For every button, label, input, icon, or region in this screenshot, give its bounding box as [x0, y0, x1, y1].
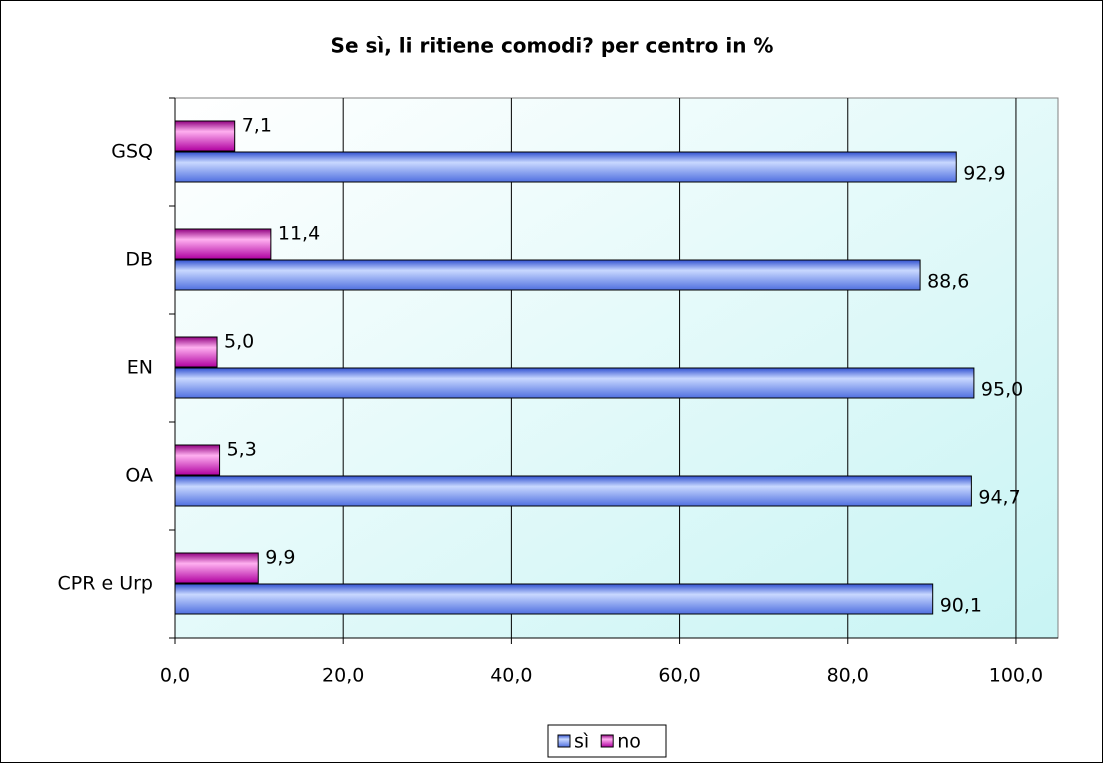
bar: [174, 151, 957, 183]
x-tick-label: 60,0: [658, 665, 700, 687]
y-tick-label: OA: [125, 465, 153, 487]
x-tick-label: 100,0: [989, 665, 1043, 687]
bar: [174, 552, 259, 584]
value-label: 5,3: [227, 439, 257, 461]
value-label: 9,9: [265, 547, 295, 569]
y-tick-label: GSQ: [111, 141, 153, 163]
value-label: 7,1: [242, 115, 272, 137]
legend-label: sì: [574, 731, 589, 753]
x-tick-label: 0,0: [160, 665, 190, 687]
bar: [174, 336, 218, 368]
bar: [174, 228, 272, 260]
value-label: 92,9: [963, 163, 1005, 185]
bar: [174, 444, 221, 476]
value-label: 90,1: [940, 595, 982, 617]
value-label: 11,4: [278, 223, 320, 245]
value-label: 94,7: [978, 487, 1020, 509]
legend-swatch: [600, 734, 614, 748]
y-tick-label: DB: [125, 249, 153, 271]
x-tick-label: 80,0: [827, 665, 869, 687]
x-tick-label: 40,0: [490, 665, 532, 687]
legend-swatch: [557, 734, 571, 748]
legend-label: no: [617, 731, 641, 753]
bar: [174, 583, 934, 615]
bar: [174, 120, 236, 152]
x-tick-label: 20,0: [322, 665, 364, 687]
bar: [174, 475, 972, 507]
y-tick-label: CPR e Urp: [58, 573, 153, 595]
value-label: 5,0: [224, 331, 254, 353]
value-label: 95,0: [981, 379, 1023, 401]
bar: [174, 259, 921, 291]
y-tick-label: EN: [127, 357, 153, 379]
chart-title: Se sì, li ritiene comodi? per centro in …: [331, 34, 774, 58]
bar: [174, 367, 975, 399]
value-label: 88,6: [927, 271, 969, 293]
